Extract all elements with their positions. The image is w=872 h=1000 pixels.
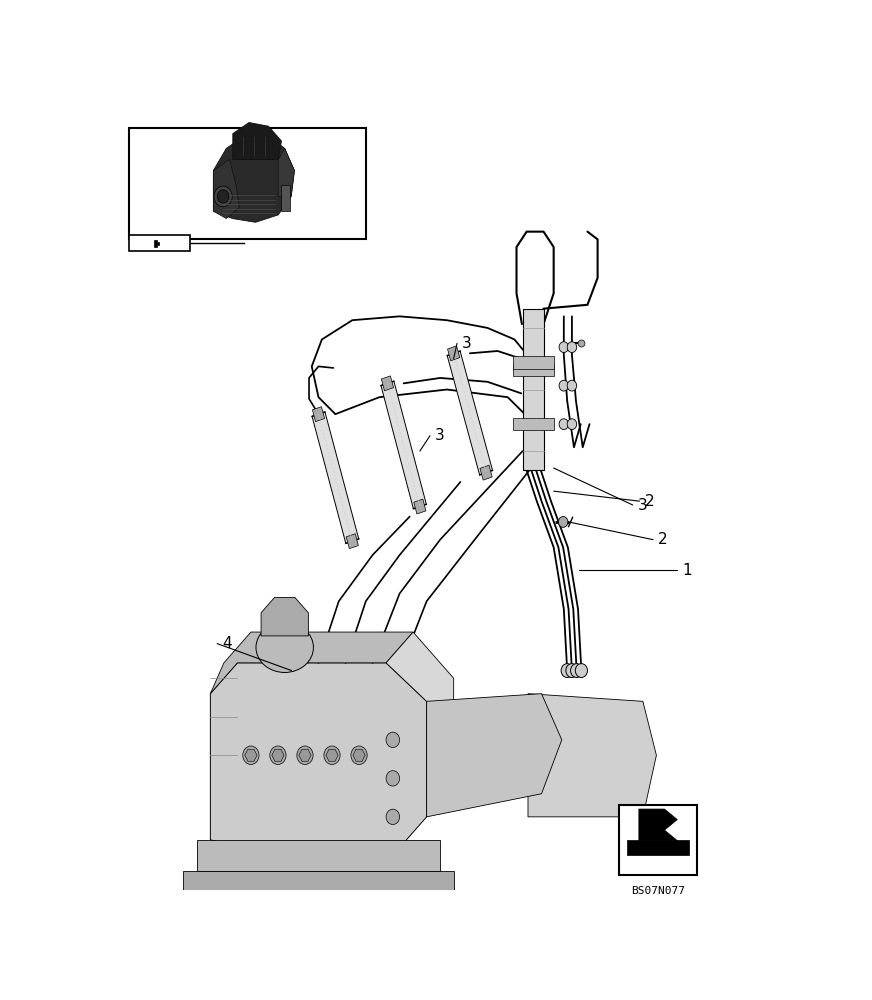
Circle shape (386, 732, 399, 748)
Circle shape (214, 186, 232, 207)
Text: 3: 3 (462, 336, 472, 351)
Polygon shape (282, 185, 290, 211)
Bar (619, 805, 697, 875)
Polygon shape (447, 346, 460, 361)
Circle shape (386, 771, 399, 786)
Ellipse shape (256, 622, 313, 672)
Circle shape (351, 746, 367, 764)
Circle shape (567, 419, 576, 430)
Circle shape (576, 664, 588, 677)
Polygon shape (183, 871, 453, 902)
Polygon shape (154, 240, 159, 247)
Circle shape (296, 746, 313, 764)
Bar (523, 309, 543, 470)
Polygon shape (214, 134, 295, 222)
Polygon shape (639, 809, 678, 841)
Bar (513, 356, 554, 369)
Text: 2: 2 (644, 494, 655, 509)
Circle shape (559, 380, 569, 391)
Bar (513, 364, 554, 376)
Text: 2: 2 (658, 532, 668, 547)
Polygon shape (426, 694, 562, 817)
Bar (513, 418, 554, 430)
Polygon shape (353, 749, 365, 761)
Polygon shape (346, 534, 358, 549)
Bar (129, 235, 190, 251)
Circle shape (559, 419, 569, 430)
Polygon shape (528, 694, 657, 817)
Polygon shape (414, 499, 426, 514)
Circle shape (558, 517, 568, 527)
Circle shape (567, 380, 576, 391)
Polygon shape (312, 407, 324, 422)
Circle shape (559, 342, 569, 353)
Polygon shape (381, 381, 426, 509)
Polygon shape (264, 902, 345, 940)
Polygon shape (381, 376, 393, 391)
Polygon shape (278, 148, 295, 196)
Circle shape (269, 746, 286, 764)
Text: 4: 4 (222, 636, 232, 651)
Polygon shape (326, 749, 338, 761)
Polygon shape (245, 749, 257, 761)
Text: 1: 1 (682, 563, 691, 578)
Bar (627, 840, 689, 855)
Text: 3: 3 (638, 497, 648, 512)
Circle shape (288, 928, 322, 967)
Circle shape (567, 342, 576, 353)
Polygon shape (233, 123, 282, 159)
Polygon shape (386, 632, 453, 817)
Circle shape (561, 664, 573, 677)
Circle shape (386, 809, 399, 825)
Circle shape (217, 190, 229, 203)
Polygon shape (210, 663, 426, 848)
Text: BS07N077: BS07N077 (631, 886, 685, 896)
Polygon shape (197, 840, 440, 871)
Polygon shape (312, 412, 358, 543)
Polygon shape (272, 749, 284, 761)
Polygon shape (261, 597, 309, 636)
Text: 3: 3 (435, 428, 445, 443)
Circle shape (566, 664, 578, 677)
Polygon shape (447, 351, 493, 475)
Circle shape (570, 664, 582, 677)
Polygon shape (214, 159, 239, 219)
Circle shape (242, 746, 259, 764)
Circle shape (324, 746, 340, 764)
Polygon shape (210, 632, 413, 694)
Bar (129, 128, 365, 239)
Circle shape (279, 942, 330, 1000)
Polygon shape (480, 465, 492, 480)
Polygon shape (299, 749, 311, 761)
